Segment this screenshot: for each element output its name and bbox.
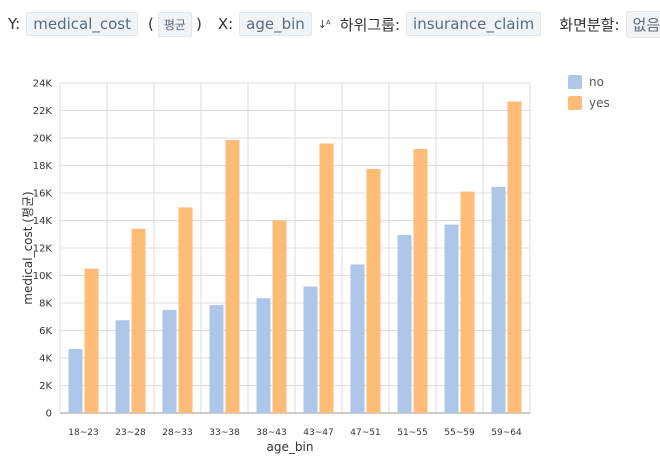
y-tick-label: 6K xyxy=(39,326,52,337)
y-tick-label: 20K xyxy=(33,134,53,145)
legend-swatch-yes[interactable] xyxy=(568,96,582,110)
y-tick-label: 22K xyxy=(33,106,53,117)
x-tick-label: 33~38 xyxy=(209,428,240,438)
aggregation-select[interactable]: 평균 xyxy=(157,11,192,37)
bar-no-47~51[interactable] xyxy=(350,264,365,414)
subgroup-select[interactable]: insurance_claim xyxy=(406,12,542,36)
y-tick-label: 12K xyxy=(33,244,53,255)
bar-yes-55~59[interactable] xyxy=(460,191,475,413)
agg-open-paren: ( xyxy=(148,15,154,33)
x-axis-label: X: xyxy=(217,15,234,33)
subgroup-label: 하위그룹: xyxy=(339,15,401,34)
bar-no-59~64[interactable] xyxy=(491,186,506,413)
split-select[interactable]: 없음 xyxy=(625,10,660,38)
bar-no-23~28[interactable] xyxy=(115,320,130,413)
bar-yes-18~23[interactable] xyxy=(84,268,99,413)
x-tick-label: 51~55 xyxy=(397,428,427,438)
x-tick-label: 38~43 xyxy=(256,428,286,438)
bar-no-51~55[interactable] xyxy=(397,234,412,413)
x-tick-label: 43~47 xyxy=(303,428,333,438)
y-tick-label: 24K xyxy=(33,79,53,90)
bar-no-18~23[interactable] xyxy=(68,349,83,413)
y-tick-label: 18K xyxy=(33,161,53,172)
x-tick-label: 47~51 xyxy=(350,428,380,438)
x-axis-title: age_bin xyxy=(267,440,314,454)
agg-close-paren: ) xyxy=(195,15,202,33)
y-variable-select[interactable]: medical_cost xyxy=(26,12,138,36)
y-tick-label: 4K xyxy=(39,354,52,365)
y-tick-label: 0 xyxy=(46,409,52,420)
y-tick-label: 8K xyxy=(39,299,52,310)
bar-no-55~59[interactable] xyxy=(444,224,459,413)
x-tick-label: 59~64 xyxy=(491,428,522,438)
y-tick-label: 2K xyxy=(39,381,52,392)
chart-config-toolbar: Y: medical_cost ( 평균 ) X: age_bin ↓ᴬ 하위그… xyxy=(8,10,660,38)
y-axis-label: Y: xyxy=(8,15,21,33)
bar-yes-47~51[interactable] xyxy=(366,168,381,413)
y-tick-label: 14K xyxy=(33,216,53,227)
y-tick-label: 16K xyxy=(33,189,53,200)
bar-yes-23~28[interactable] xyxy=(131,228,146,413)
x-variable-select[interactable]: age_bin xyxy=(239,12,312,36)
sort-icon[interactable]: ↓ᴬ xyxy=(317,17,331,31)
legend-label-yes[interactable]: yes xyxy=(589,96,610,110)
y-axis-title: medical_cost (평균) xyxy=(21,191,35,304)
split-label: 화면분할: xyxy=(559,15,620,34)
bar-no-33~38[interactable] xyxy=(209,305,224,413)
bar-yes-43~47[interactable] xyxy=(319,143,334,414)
bar-yes-51~55[interactable] xyxy=(413,149,428,413)
bar-yes-59~64[interactable] xyxy=(507,101,522,413)
bar-yes-33~38[interactable] xyxy=(225,140,240,413)
legend-swatch-no[interactable] xyxy=(568,75,582,89)
bar-yes-38~43[interactable] xyxy=(272,220,287,414)
bar-no-43~47[interactable] xyxy=(303,286,318,414)
x-tick-label: 23~28 xyxy=(115,428,146,438)
bar-yes-28~33[interactable] xyxy=(178,207,193,413)
bar-chart: 0 2K 4K 6K 8K 10K 12K 14K 16K 18K 20K 22K 24K 18~23 23… xyxy=(21,75,610,454)
x-tick-label: 55~59 xyxy=(444,428,475,438)
x-tick-label: 28~33 xyxy=(162,428,192,438)
legend-label-no[interactable]: no xyxy=(589,75,604,89)
bar-no-28~33[interactable] xyxy=(162,309,177,413)
x-tick-label: 18~23 xyxy=(68,428,98,438)
bar-no-38~43[interactable] xyxy=(256,298,271,413)
y-tick-label: 10K xyxy=(33,271,53,282)
